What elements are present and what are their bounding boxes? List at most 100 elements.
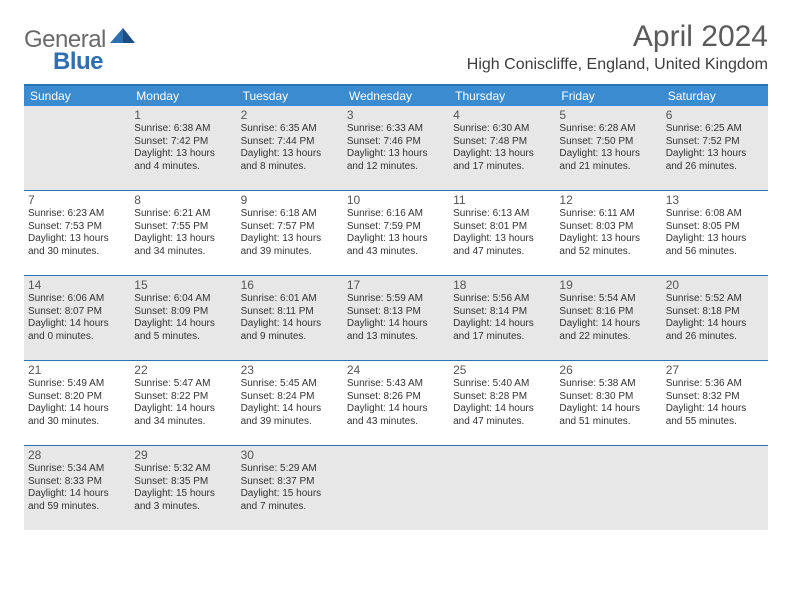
location-label: High Coniscliffe, England, United Kingdo… [467,56,768,74]
day-sunrise: Sunrise: 5:40 AM [453,378,551,391]
day-sunset: Sunset: 8:13 PM [347,306,445,319]
day-sunset: Sunset: 7:53 PM [28,221,126,234]
day-daylight1: Daylight: 14 hours [134,318,232,331]
day-cell: 16Sunrise: 6:01 AMSunset: 8:11 PMDayligh… [237,276,343,360]
day-sunset: Sunset: 7:50 PM [559,136,657,149]
day-cell [343,446,449,530]
day-daylight2: and 9 minutes. [241,331,339,344]
day-sunrise: Sunrise: 6:38 AM [134,123,232,136]
day-daylight2: and 43 minutes. [347,246,445,259]
day-cell: 28Sunrise: 5:34 AMSunset: 8:33 PMDayligh… [24,446,130,530]
day-sunrise: Sunrise: 5:36 AM [666,378,764,391]
day-cell: 25Sunrise: 5:40 AMSunset: 8:28 PMDayligh… [449,361,555,445]
day-daylight2: and 43 minutes. [347,416,445,429]
day-daylight2: and 26 minutes. [666,161,764,174]
day-number: 16 [241,278,339,292]
day-cell [449,446,555,530]
day-sunrise: Sunrise: 5:32 AM [134,463,232,476]
day-cell: 4Sunrise: 6:30 AMSunset: 7:48 PMDaylight… [449,106,555,190]
logo: General Blue [24,26,136,54]
day-daylight2: and 47 minutes. [453,246,551,259]
day-daylight2: and 7 minutes. [241,501,339,514]
day-daylight1: Daylight: 13 hours [134,148,232,161]
day-sunrise: Sunrise: 6:33 AM [347,123,445,136]
day-number: 12 [559,193,657,207]
day-daylight1: Daylight: 14 hours [347,403,445,416]
day-sunset: Sunset: 8:03 PM [559,221,657,234]
day-sunrise: Sunrise: 6:21 AM [134,208,232,221]
day-daylight2: and 56 minutes. [666,246,764,259]
day-number: 17 [347,278,445,292]
day-daylight1: Daylight: 13 hours [241,233,339,246]
day-cell: 30Sunrise: 5:29 AMSunset: 8:37 PMDayligh… [237,446,343,530]
day-daylight2: and 17 minutes. [453,161,551,174]
day-sunrise: Sunrise: 5:38 AM [559,378,657,391]
day-cell: 10Sunrise: 6:16 AMSunset: 7:59 PMDayligh… [343,191,449,275]
day-cell: 8Sunrise: 6:21 AMSunset: 7:55 PMDaylight… [130,191,236,275]
day-cell [555,446,661,530]
day-sunset: Sunset: 8:33 PM [28,476,126,489]
day-daylight1: Daylight: 13 hours [453,148,551,161]
day-cell: 1Sunrise: 6:38 AMSunset: 7:42 PMDaylight… [130,106,236,190]
day-header-thursday: Thursday [449,86,555,106]
logo-word-blue: Blue [53,48,103,76]
day-daylight2: and 39 minutes. [241,416,339,429]
day-number: 4 [453,108,551,122]
day-sunrise: Sunrise: 6:25 AM [666,123,764,136]
day-sunset: Sunset: 8:35 PM [134,476,232,489]
day-number: 20 [666,278,764,292]
day-number: 7 [28,193,126,207]
day-sunrise: Sunrise: 5:54 AM [559,293,657,306]
day-daylight1: Daylight: 13 hours [666,148,764,161]
calendar: Sunday Monday Tuesday Wednesday Thursday… [24,84,768,530]
day-daylight2: and 30 minutes. [28,416,126,429]
day-sunset: Sunset: 8:16 PM [559,306,657,319]
day-daylight2: and 59 minutes. [28,501,126,514]
day-sunset: Sunset: 7:59 PM [347,221,445,234]
day-sunrise: Sunrise: 6:04 AM [134,293,232,306]
day-sunset: Sunset: 7:57 PM [241,221,339,234]
day-sunset: Sunset: 8:18 PM [666,306,764,319]
day-sunset: Sunset: 8:22 PM [134,391,232,404]
day-cell: 23Sunrise: 5:45 AMSunset: 8:24 PMDayligh… [237,361,343,445]
day-cell: 19Sunrise: 5:54 AMSunset: 8:16 PMDayligh… [555,276,661,360]
day-sunrise: Sunrise: 6:35 AM [241,123,339,136]
day-sunrise: Sunrise: 6:08 AM [666,208,764,221]
day-number: 29 [134,448,232,462]
day-number: 19 [559,278,657,292]
day-sunrise: Sunrise: 6:18 AM [241,208,339,221]
day-daylight2: and 13 minutes. [347,331,445,344]
day-number: 9 [241,193,339,207]
day-sunrise: Sunrise: 6:01 AM [241,293,339,306]
day-sunset: Sunset: 8:20 PM [28,391,126,404]
day-number: 30 [241,448,339,462]
day-cell [24,106,130,190]
day-daylight1: Daylight: 13 hours [666,233,764,246]
day-daylight1: Daylight: 14 hours [241,318,339,331]
week-row: 1Sunrise: 6:38 AMSunset: 7:42 PMDaylight… [24,106,768,191]
title-block: April 2024 High Coniscliffe, England, Un… [467,20,768,74]
day-sunrise: Sunrise: 5:29 AM [241,463,339,476]
day-sunset: Sunset: 7:44 PM [241,136,339,149]
day-sunset: Sunset: 7:46 PM [347,136,445,149]
day-sunset: Sunset: 7:48 PM [453,136,551,149]
day-daylight1: Daylight: 14 hours [666,318,764,331]
day-number: 13 [666,193,764,207]
weeks-container: 1Sunrise: 6:38 AMSunset: 7:42 PMDaylight… [24,106,768,530]
day-daylight1: Daylight: 14 hours [241,403,339,416]
day-number: 1 [134,108,232,122]
day-daylight1: Daylight: 14 hours [666,403,764,416]
day-daylight1: Daylight: 14 hours [559,318,657,331]
day-number: 25 [453,363,551,377]
day-sunrise: Sunrise: 6:13 AM [453,208,551,221]
day-daylight1: Daylight: 14 hours [347,318,445,331]
day-sunrise: Sunrise: 6:23 AM [28,208,126,221]
day-sunset: Sunset: 8:28 PM [453,391,551,404]
day-number: 27 [666,363,764,377]
day-sunrise: Sunrise: 6:16 AM [347,208,445,221]
day-sunrise: Sunrise: 5:52 AM [666,293,764,306]
day-sunrise: Sunrise: 6:28 AM [559,123,657,136]
day-number: 26 [559,363,657,377]
day-daylight2: and 4 minutes. [134,161,232,174]
day-cell: 17Sunrise: 5:59 AMSunset: 8:13 PMDayligh… [343,276,449,360]
